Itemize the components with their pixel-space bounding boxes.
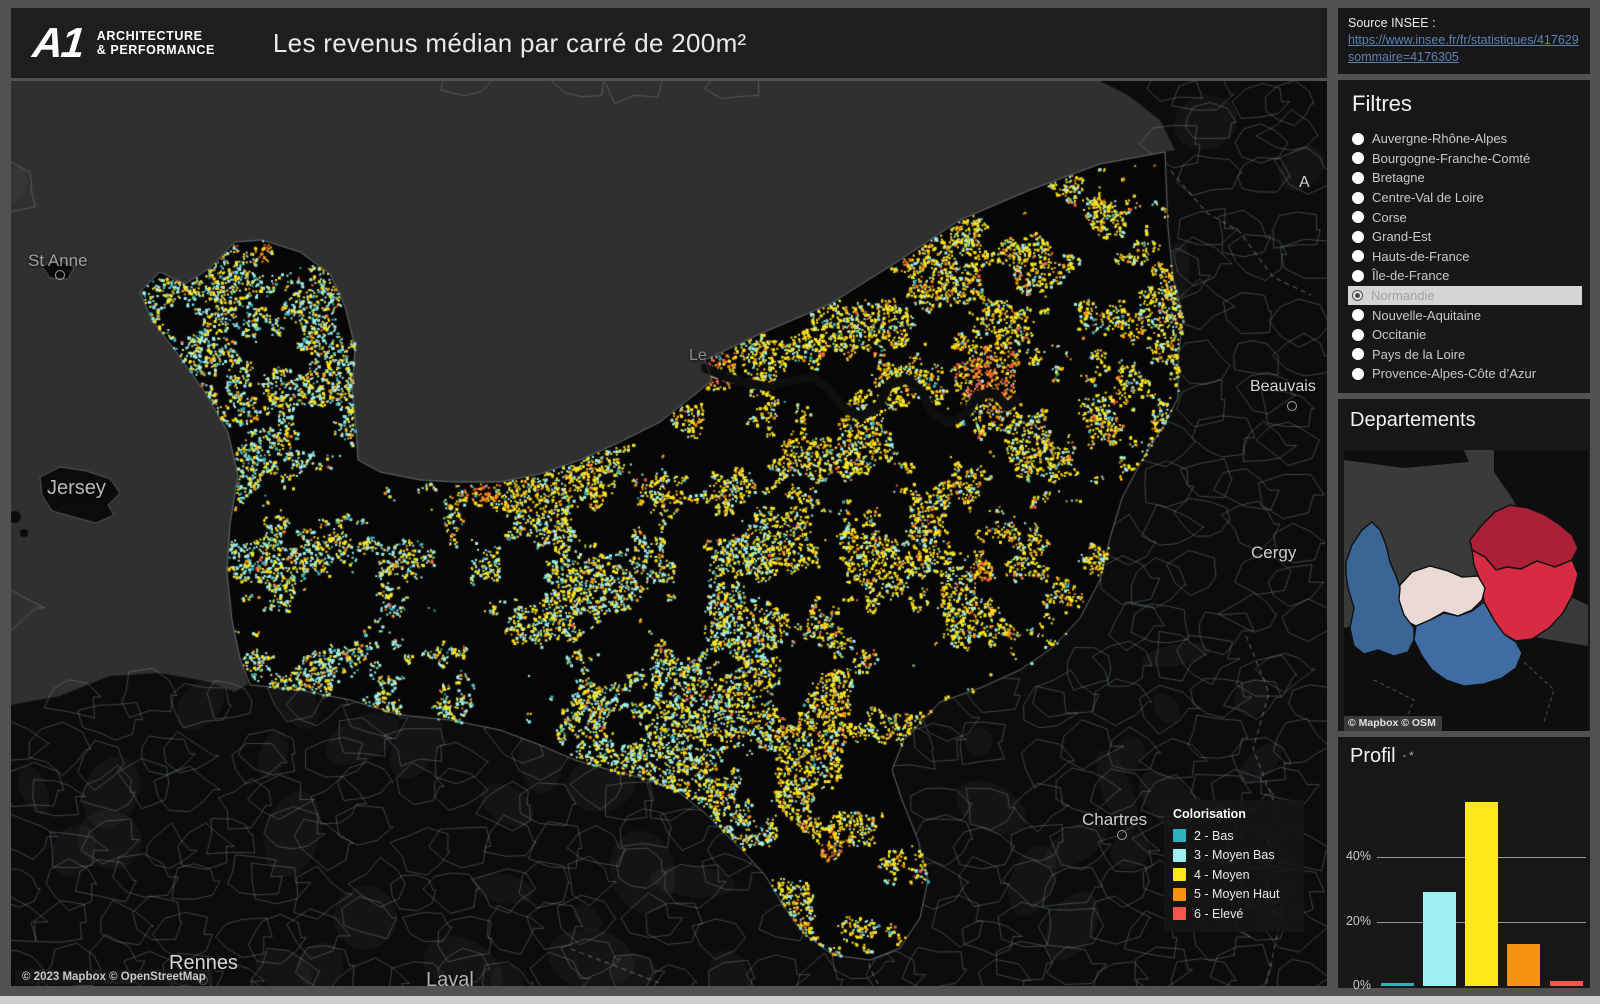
radio-icon — [1352, 132, 1364, 145]
filter-option-bretagne[interactable]: Bretagne — [1338, 168, 1590, 188]
chart-ytick-label: 20% — [1345, 914, 1371, 928]
map-legend: Colorisation 2 - Bas 3 - Moyen Bas 4 - Moy… — [1164, 800, 1304, 932]
filter-option-normandie[interactable]: Normandie — [1348, 285, 1582, 306]
radio-selected-icon — [1352, 290, 1363, 302]
radio-icon — [1352, 211, 1364, 224]
chart-ytick-label: 0% — [1352, 978, 1371, 992]
source-link-line1[interactable]: https://www.insee.fr/fr/statistiques/417… — [1348, 33, 1579, 47]
filter-option-label: Hauts-de-France — [1372, 248, 1470, 264]
radio-icon — [1352, 269, 1364, 282]
dept-west[interactable] — [1345, 521, 1415, 657]
source-panel: Source INSEE : https://www.insee.fr/fr/s… — [1338, 8, 1590, 74]
profil-bar-3-moyen-bas[interactable] — [1423, 892, 1456, 986]
filter-option-provence-alpes-cote-d-azur[interactable]: Provence-Alpes-Côte d’Azur — [1338, 364, 1590, 384]
map-attribution[interactable]: © 2023 Mapbox © OpenStreetMap — [15, 970, 213, 985]
departements-map-attribution: © Mapbox © OSM — [1344, 716, 1442, 731]
legend-label: 6 - Elevé — [1194, 906, 1244, 921]
source-link-line2[interactable]: sommaire=4176305 — [1348, 50, 1459, 64]
filter-option-label: Normandie — [1371, 288, 1435, 304]
dept-south[interactable] — [1413, 600, 1523, 687]
header: A1 ARCHITECTURE & PERFORMANCE Les revenu… — [11, 8, 1327, 78]
radio-icon — [1352, 250, 1364, 263]
filter-option-label: Île-de-France — [1372, 268, 1450, 284]
legend-item-4-moyen[interactable]: 4 - Moyen — [1173, 865, 1295, 885]
profil-bar-6-eleve[interactable] — [1550, 981, 1583, 986]
logo-text: ARCHITECTURE & PERFORMANCE — [97, 29, 215, 57]
legend-item-5-moyen-haut[interactable]: 5 - Moyen Haut — [1173, 885, 1295, 905]
legend-swatch — [1173, 829, 1186, 843]
radio-icon — [1352, 348, 1364, 361]
legend-item-2-bas[interactable]: 2 - Bas — [1173, 826, 1295, 846]
radio-icon — [1352, 309, 1364, 322]
legend-label: 4 - Moyen — [1194, 867, 1250, 882]
radio-icon — [1352, 367, 1364, 380]
filter-option-hauts-de-france[interactable]: Hauts-de-France — [1338, 247, 1590, 267]
legend-item-6-eleve[interactable]: 6 - Elevé — [1173, 904, 1295, 924]
legend-title: Colorisation — [1173, 807, 1246, 821]
legend-swatch — [1173, 848, 1186, 862]
chart-ytick-label: 40% — [1345, 849, 1371, 863]
logo-line1: ARCHITECTURE — [96, 29, 203, 43]
filters-title: Filtres — [1352, 91, 1412, 116]
income-map[interactable]: St Anne Jersey Le Beauvais Cergy Chartres Renn… — [11, 81, 1327, 986]
filter-option-label: Grand-Est — [1372, 229, 1432, 245]
profil-bar-4-moyen[interactable] — [1465, 802, 1498, 986]
filter-option-label: Provence-Alpes-Côte d’Azur — [1372, 366, 1537, 382]
filter-option-label: Occitanie — [1372, 327, 1427, 343]
filter-option-label: Bourgogne-Franche-Comté — [1372, 150, 1531, 166]
legend-label: 5 - Moyen Haut — [1194, 887, 1280, 902]
city-marker-icon — [1117, 830, 1127, 840]
filter-option-label: Bretagne — [1372, 170, 1425, 186]
filter-option-ile-de-france[interactable]: Île-de-France — [1338, 266, 1590, 286]
profil-title-suffix: - * — [1402, 750, 1414, 762]
page-title: Les revenus médian par carré de 200m² — [272, 27, 747, 58]
radio-icon — [1352, 328, 1364, 341]
sidebar: Source INSEE : https://www.insee.fr/fr/s… — [1338, 8, 1590, 992]
filter-option-corse[interactable]: Corse — [1338, 207, 1590, 227]
filter-option-label: Nouvelle-Aquitaine — [1372, 307, 1482, 323]
filter-option-auvergne-rhone-alpes[interactable]: Auvergne-Rhône-Alpes — [1338, 129, 1590, 149]
filter-option-occitanie[interactable]: Occitanie — [1338, 325, 1590, 345]
legend-label: 3 - Moyen Bas — [1194, 848, 1275, 863]
legend-item-3-moyen-bas[interactable]: 3 - Moyen Bas — [1173, 846, 1295, 866]
map-canvas[interactable] — [11, 81, 1327, 986]
profil-title: Profil — [1350, 745, 1396, 767]
legend-label: 2 - Bas — [1194, 828, 1234, 843]
filter-option-label: Corse — [1372, 209, 1407, 225]
radio-icon — [1352, 230, 1364, 243]
logo: A1 ARCHITECTURE & PERFORMANCE — [30, 19, 215, 66]
filter-option-grand-est[interactable]: Grand-Est — [1338, 227, 1590, 247]
source-label: Source INSEE : — [1348, 16, 1436, 30]
city-marker-icon — [1287, 401, 1297, 411]
filter-option-centre-val-de-loire[interactable]: Centre-Val de Loire — [1338, 188, 1590, 208]
radio-icon — [1352, 152, 1364, 165]
profil-bar-5-moyen-haut[interactable] — [1507, 944, 1540, 986]
filter-option-label: Pays de la Loire — [1372, 346, 1466, 362]
radio-icon — [1352, 171, 1364, 184]
departements-map-svg[interactable] — [1344, 450, 1588, 731]
filters-list: Auvergne-Rhône-Alpes Bourgogne-Franche-Co… — [1338, 129, 1590, 384]
filter-option-pays-de-la-loire[interactable]: Pays de la Loire — [1338, 345, 1590, 365]
radio-icon — [1352, 191, 1364, 204]
city-marker-icon — [55, 270, 65, 280]
profil-bar-2-bas[interactable] — [1381, 982, 1414, 986]
legend-swatch — [1173, 907, 1186, 921]
filter-option-label: Centre-Val de Loire — [1372, 190, 1484, 206]
legend-swatch — [1173, 868, 1186, 882]
legend-swatch — [1173, 887, 1186, 901]
filter-option-bourgogne-franche-comte[interactable]: Bourgogne-Franche-Comté — [1338, 149, 1590, 169]
filters-panel: Filtres Auvergne-Rhône-Alpes Bourgogne-Fr… — [1338, 80, 1590, 393]
departements-title: Departements — [1350, 409, 1476, 431]
departements-panel: Departements © Mapbox © OSM — [1338, 399, 1590, 731]
logo-a1-mark: A1 — [30, 19, 86, 66]
filter-option-nouvelle-aquitaine[interactable]: Nouvelle-Aquitaine — [1338, 305, 1590, 325]
window-bottom-strip — [0, 996, 1600, 1004]
profil-heading: Profil - * — [1350, 745, 1414, 768]
logo-line2: & PERFORMANCE — [96, 43, 215, 57]
filter-option-label: Auvergne-Rhône-Alpes — [1372, 131, 1508, 147]
profil-panel: Profil - * 0% 20% 40% — [1338, 737, 1590, 992]
departements-map[interactable]: © Mapbox © OSM — [1344, 450, 1588, 731]
